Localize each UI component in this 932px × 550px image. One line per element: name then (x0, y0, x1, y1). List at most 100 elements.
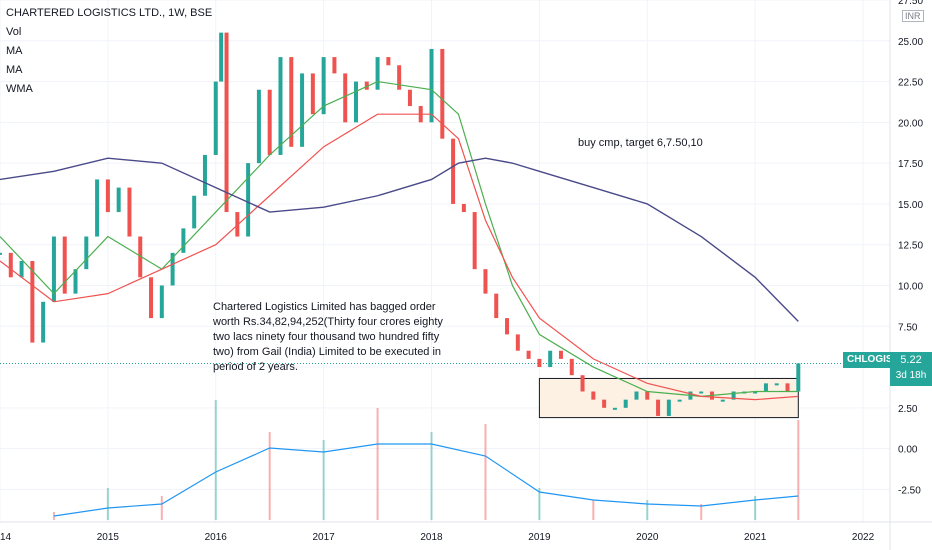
price-candle (612, 407, 617, 410)
volume-bar (160, 496, 163, 520)
price-candle (472, 212, 477, 270)
volume-bars (52, 400, 800, 520)
price-candle (440, 48, 445, 139)
price-candle (95, 179, 100, 237)
price-candle (796, 363, 801, 392)
news-line: two lacs ninety four thousand two hundre… (213, 331, 440, 343)
legend-ma-2[interactable]: MA (6, 64, 23, 76)
currency-badge[interactable]: INR (902, 10, 924, 22)
volume-bar (430, 432, 433, 520)
chart-grid (0, 0, 890, 522)
ma-slow-line (0, 113, 799, 401)
symbol-tag: CHLOGIST (843, 352, 903, 368)
price-candle (623, 399, 628, 408)
price-candle (51, 236, 56, 302)
y-tick-label: 10.00 (898, 281, 923, 292)
price-candle (300, 73, 305, 147)
price-candle (289, 57, 294, 147)
y-tick-label: -2.50 (898, 485, 921, 496)
price-candle (235, 212, 240, 237)
target-annotation[interactable]: buy cmp, target 6,7.50,10 (578, 137, 703, 149)
price-candle (181, 228, 186, 253)
y-tick-label: 12.50 (898, 241, 923, 252)
price-candle (537, 358, 542, 368)
y-tick-label: 7.50 (898, 322, 918, 333)
volume-bar (322, 440, 325, 520)
price-candle (645, 391, 650, 400)
x-tick-label: 2018 (420, 532, 443, 543)
x-axis: 2014 2015 2016 2017 2018 2019 2020 2021 2022 (0, 521, 932, 543)
price-candle (763, 383, 768, 392)
volume-bar (376, 408, 379, 520)
price-candle (321, 57, 326, 115)
price-candle (267, 89, 272, 155)
y-tick-label: 22.50 (898, 78, 923, 89)
y-axis: 27.50 25.00 22.50 20.00 17.50 15.00 12.50 10.00… (889, 0, 923, 550)
price-candle (580, 375, 585, 392)
price-candle (461, 203, 466, 213)
price-candle (73, 269, 78, 294)
price-candle (720, 399, 725, 402)
x-tick-label: 2015 (97, 532, 120, 543)
price-candle (278, 57, 283, 155)
x-tick-label: 2014 (0, 532, 12, 543)
price-candle (19, 261, 24, 278)
y-tick-label: 15.00 (898, 200, 923, 211)
price-candle (666, 399, 671, 416)
price-candle (785, 383, 790, 392)
x-tick-label: 2016 (205, 532, 228, 543)
last-price-box: 5.22 3d 18h (890, 352, 932, 386)
x-tick-label: 2021 (744, 532, 767, 543)
price-candle (699, 391, 704, 394)
news-line: worth Rs.34,82,94,252(Thirty four crores… (213, 316, 443, 328)
legend-title: CHARTERED LOGISTICS LTD., 1W, BSE (6, 7, 213, 19)
price-candle (149, 277, 154, 319)
price-candle (219, 32, 224, 82)
volume-bar (646, 500, 649, 520)
y-tick-label: 20.00 (898, 118, 923, 129)
price-candle (116, 187, 121, 213)
price-candle (494, 293, 499, 319)
y-tick-label: 0.00 (898, 445, 918, 456)
price-candle (591, 391, 596, 400)
volume-bar (797, 420, 800, 520)
chart-legend: CHARTERED LOGISTICS LTD., 1W, BSE Vol MA… (6, 4, 212, 99)
price-candle (677, 399, 682, 402)
price-candle (397, 65, 402, 90)
price-candle (483, 269, 488, 294)
legend-wma[interactable]: WMA (6, 83, 33, 95)
legend-vol[interactable]: Vol (6, 26, 22, 38)
volume-bar (538, 488, 541, 520)
price-candle (202, 154, 207, 196)
price-candle (127, 187, 132, 237)
price-candle (62, 236, 67, 294)
y-tick-label: 27.50 (898, 0, 923, 7)
price-lines (0, 32, 801, 416)
price-candle (602, 399, 607, 408)
x-tick-label: 2022 (852, 532, 875, 543)
volume-bar (754, 496, 757, 520)
price-candle (224, 32, 229, 213)
x-tick-label: 2019 (528, 532, 551, 543)
price-candle (84, 236, 89, 270)
price-candle (548, 350, 553, 368)
bar-countdown: 3d 18h (895, 370, 927, 381)
price-candle (310, 73, 315, 115)
price-candle (213, 81, 218, 155)
price-candle (105, 179, 110, 213)
price-candle (246, 163, 251, 237)
last-price-value: 5.22 (900, 354, 922, 366)
price-candle (731, 391, 736, 400)
news-line: two) from Gail (India) Limited to be exe… (213, 346, 442, 358)
legend-ma-1[interactable]: MA (6, 45, 23, 57)
price-candle (332, 57, 337, 74)
news-line: Chartered Logistics Limited has bagged o… (213, 301, 436, 313)
y-tick-label: 17.50 (898, 159, 923, 170)
price-candle (558, 350, 563, 359)
price-candle (505, 318, 510, 335)
x-tick-label: 2017 (313, 532, 336, 543)
price-candle (407, 89, 412, 107)
news-annotation[interactable]: Chartered Logistics Limited has bagged o… (213, 300, 443, 375)
price-candle (159, 285, 164, 319)
